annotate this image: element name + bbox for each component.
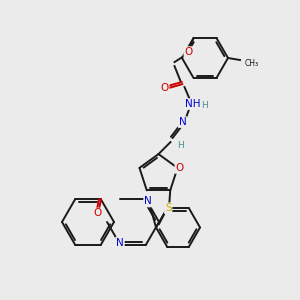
- Text: O: O: [176, 163, 184, 173]
- Text: S: S: [165, 203, 172, 213]
- Text: N: N: [116, 238, 124, 248]
- Text: NH: NH: [185, 99, 200, 109]
- Text: N: N: [178, 117, 186, 127]
- Text: O: O: [93, 208, 101, 218]
- Text: H: H: [201, 100, 208, 109]
- Text: O: O: [160, 83, 169, 93]
- Text: H: H: [177, 141, 184, 150]
- Text: N: N: [144, 196, 152, 206]
- Text: O: O: [184, 47, 193, 57]
- Text: CH₃: CH₃: [245, 58, 259, 68]
